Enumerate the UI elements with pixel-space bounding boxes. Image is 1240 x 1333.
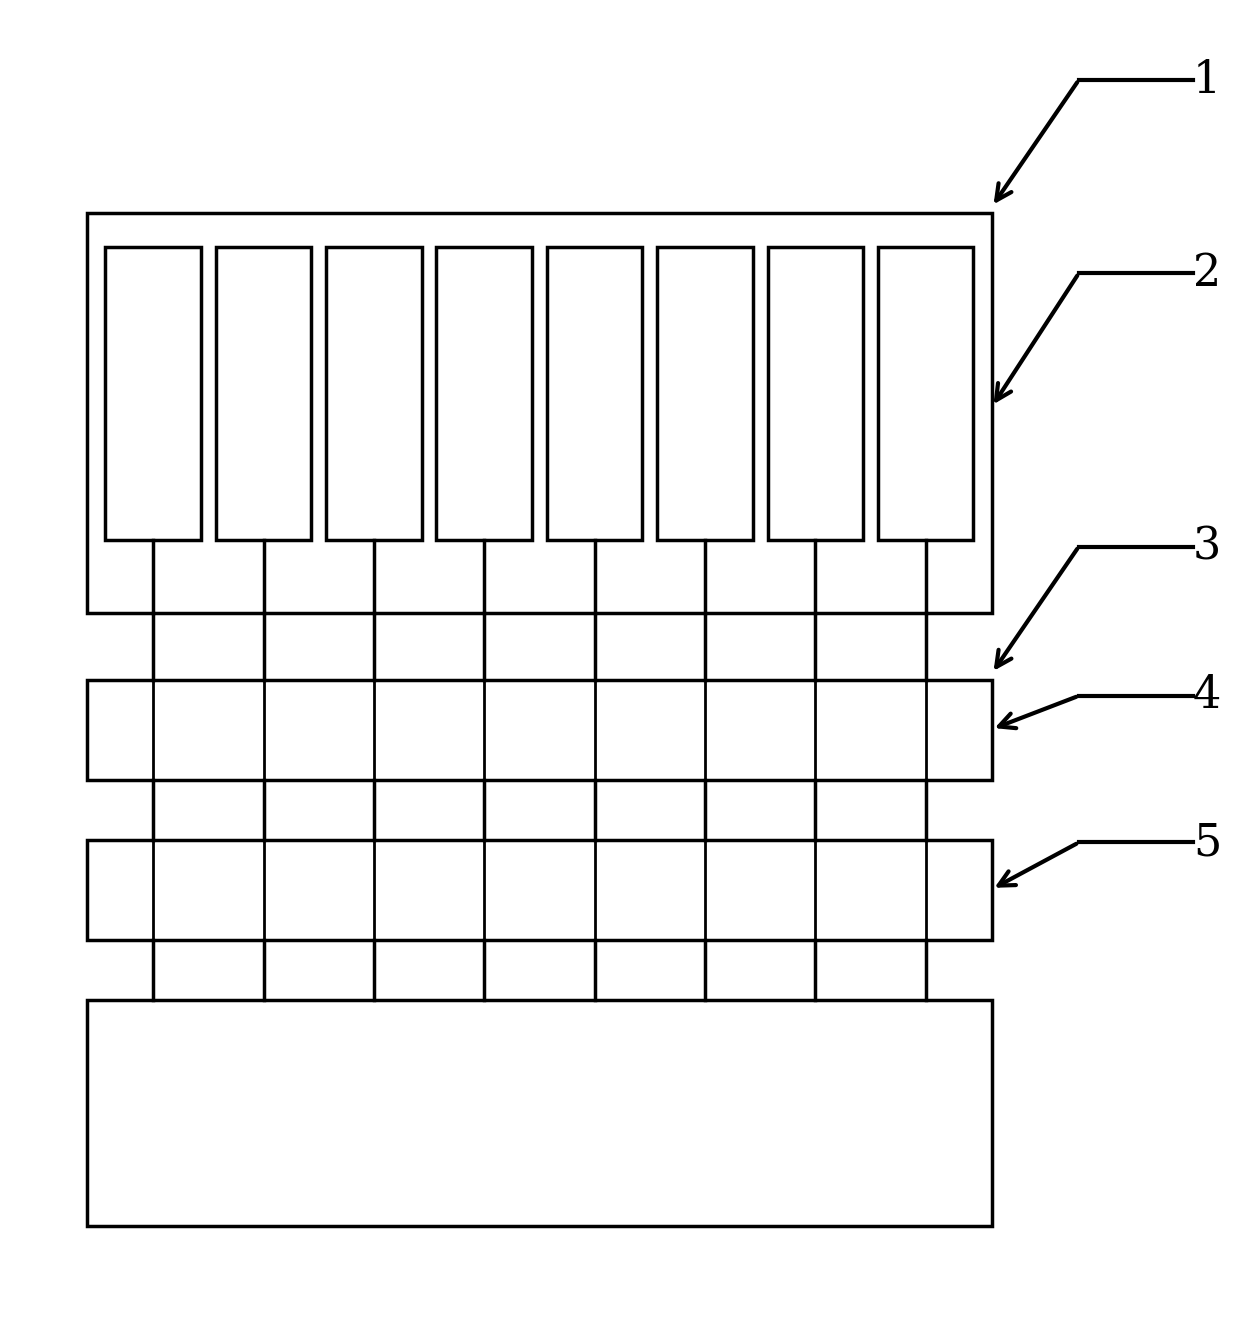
Text: 1: 1 <box>1193 59 1221 101</box>
Bar <box>87 1000 992 1226</box>
Bar <box>87 840 992 940</box>
Bar <box>87 680 992 780</box>
Bar <box>216 247 311 540</box>
Bar <box>326 247 422 540</box>
Bar <box>878 247 973 540</box>
Bar <box>657 247 753 540</box>
Bar <box>105 247 201 540</box>
Bar <box>547 247 642 540</box>
Bar <box>87 213 992 613</box>
Text: 5: 5 <box>1193 821 1221 864</box>
Text: 3: 3 <box>1193 525 1221 568</box>
Bar <box>768 247 863 540</box>
Text: 2: 2 <box>1193 252 1221 295</box>
Text: 4: 4 <box>1193 674 1221 717</box>
Bar <box>436 247 532 540</box>
